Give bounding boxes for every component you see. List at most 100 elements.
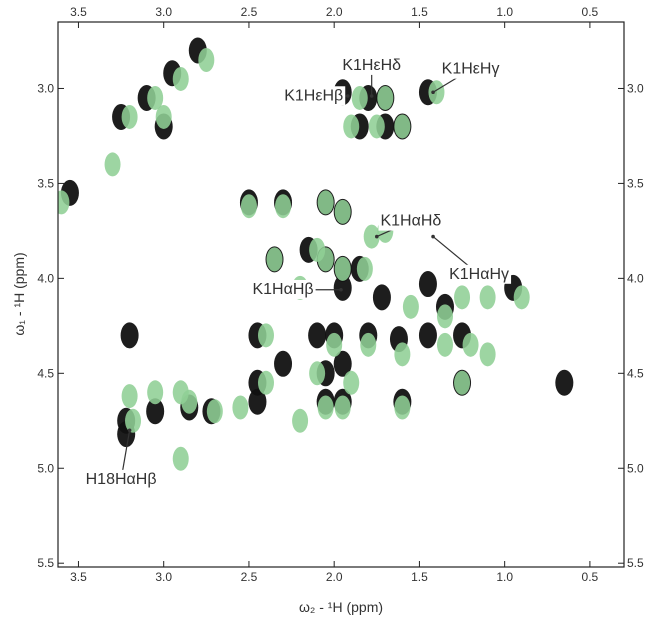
peak-series-0-33 — [418, 322, 437, 349]
peak-series-1-28 — [479, 285, 496, 310]
peak-series-1-21 — [368, 114, 385, 139]
x-tick-label-top-5: 1.0 — [496, 5, 513, 19]
peak-series-1-34 — [326, 332, 343, 357]
x-tick-label-bottom-5: 1.0 — [496, 570, 513, 584]
peak-series-1-20 — [428, 80, 445, 105]
annotation-label-bg-5 — [447, 264, 512, 284]
annotation-label-bg-4 — [250, 279, 316, 299]
annotation-arrowhead-4 — [339, 287, 343, 292]
x-tick-label-bottom-2: 2.5 — [241, 570, 258, 584]
y-tick-label-left-3: 4.5 — [37, 366, 54, 380]
peak-series-1-9 — [317, 190, 334, 215]
peak-series-1-36 — [394, 342, 411, 367]
x-axis-title: ω₂ - ¹H (ppm) — [299, 599, 383, 615]
y-tick-label-left-0: 3.0 — [37, 81, 54, 95]
peak-series-1-19 — [377, 85, 394, 110]
annotation-label-4: K1HαHβ — [252, 281, 313, 298]
x-tick-label-bottom-4: 1.5 — [411, 570, 428, 584]
peak-series-1-11 — [266, 247, 283, 272]
x-tick-label-top-1: 3.0 — [155, 5, 172, 19]
annotation-arrowhead-1 — [369, 94, 374, 98]
plot-area — [58, 37, 574, 471]
peak-series-1-18 — [351, 85, 368, 110]
peak-series-0-49 — [555, 369, 574, 396]
annotation-label-bg-0 — [282, 86, 346, 106]
peak-series-1-30 — [436, 332, 453, 357]
peak-series-1-45 — [121, 384, 138, 409]
peak-series-1-42 — [317, 395, 334, 420]
x-tick-label-top-3: 2.0 — [326, 5, 343, 19]
x-tick-label-top-0: 3.5 — [70, 5, 87, 19]
peak-series-0-38 — [333, 350, 352, 377]
y-tick-label-right-5: 5.5 — [627, 556, 644, 570]
peak-series-0-22 — [333, 274, 352, 301]
annotation-label-bg-3 — [378, 211, 444, 231]
y-tick-label-left-1: 3.5 — [37, 176, 54, 190]
x-tick-label-bottom-0: 3.5 — [70, 570, 87, 584]
peak-series-0-24 — [418, 271, 437, 298]
annotation-arrowhead-5 — [431, 234, 435, 239]
peak-series-1-4 — [155, 104, 172, 129]
annotation-label-bg-1 — [340, 55, 404, 75]
x-tick-label-top-2: 2.5 — [241, 5, 258, 19]
peak-series-1-41 — [454, 370, 471, 395]
peak-series-1-16 — [363, 224, 380, 249]
peak-series-1-49 — [232, 395, 249, 420]
peak-series-1-26 — [436, 304, 453, 329]
axis-ticks: 3.5 3.5 3.0 3.0 2.5 2.5 2.0 2.0 1.5 1.5 1.0 1.0 0.5 0… — [37, 5, 644, 584]
annotation-arrowhead-6 — [127, 428, 132, 433]
peak-series-1-14 — [334, 256, 351, 281]
peak-series-1-1 — [147, 85, 164, 110]
y-tick-label-right-3: 4.5 — [627, 366, 644, 380]
plot-frame — [57, 21, 625, 568]
peak-series-0-40 — [248, 388, 267, 415]
x-tick-label-top-4: 1.5 — [411, 5, 428, 19]
peak-series-1-39 — [343, 370, 360, 395]
annotation-arrowhead-0 — [346, 94, 350, 98]
peak-series-1-0 — [121, 104, 138, 129]
x-tick-label-bottom-6: 0.5 — [582, 570, 599, 584]
peak-series-1-32 — [479, 342, 496, 367]
peak-series-1-43 — [334, 395, 351, 420]
peak-series-1-52 — [172, 380, 189, 405]
annotation-label-3: K1HαHδ — [380, 213, 441, 230]
peak-series-1-27 — [454, 285, 471, 310]
peak-series-1-48 — [206, 399, 223, 424]
peak-series-1-29 — [513, 285, 530, 310]
annotation-label-2: K1HεHγ — [442, 61, 500, 78]
peak-series-0-36 — [274, 350, 293, 377]
peak-series-1-2 — [172, 66, 189, 91]
peak-series-1-7 — [240, 194, 257, 219]
peak-series-1-37 — [257, 370, 274, 395]
peak-series-1-31 — [462, 332, 479, 357]
peak-series-1-22 — [394, 114, 411, 139]
y-tick-label-left-4: 5.0 — [37, 461, 54, 475]
x-tick-label-bottom-1: 3.0 — [155, 570, 172, 584]
peak-series-1-46 — [147, 380, 164, 405]
annotation-label-bg-6 — [83, 469, 159, 489]
peak-series-1-44 — [394, 395, 411, 420]
y-axis-title: ω₁ - ¹H (ppm) — [11, 252, 27, 335]
peak-series-1-15 — [356, 256, 373, 281]
y-tick-label-left-2: 4.0 — [37, 271, 54, 285]
peak-series-1-33 — [257, 323, 274, 348]
peak-series-0-23 — [372, 284, 391, 311]
y-tick-label-left-5: 5.5 — [37, 556, 54, 570]
x-tick-label-bottom-3: 2.0 — [326, 570, 343, 584]
y-tick-label-right-1: 3.5 — [627, 176, 644, 190]
peak-series-1-5 — [104, 152, 121, 177]
peak-series-0-45 — [146, 398, 165, 425]
annotation-label-6: H18HαHβ — [86, 471, 157, 488]
peak-series-1-13 — [317, 247, 334, 272]
peak-series-0-29 — [308, 322, 327, 349]
peak-series-1-38 — [309, 361, 326, 386]
y-tick-label-right-0: 3.0 — [627, 81, 644, 95]
annotation-arrowhead-2 — [431, 90, 435, 95]
peak-series-1-35 — [360, 332, 377, 357]
annotation-label-1: K1HεHδ — [342, 57, 401, 74]
peak-series-1-51 — [172, 446, 189, 471]
annotation-arrowhead-3 — [375, 234, 379, 239]
peak-series-1-8 — [275, 194, 292, 219]
annotation-label-0: K1HεHβ — [284, 87, 343, 104]
